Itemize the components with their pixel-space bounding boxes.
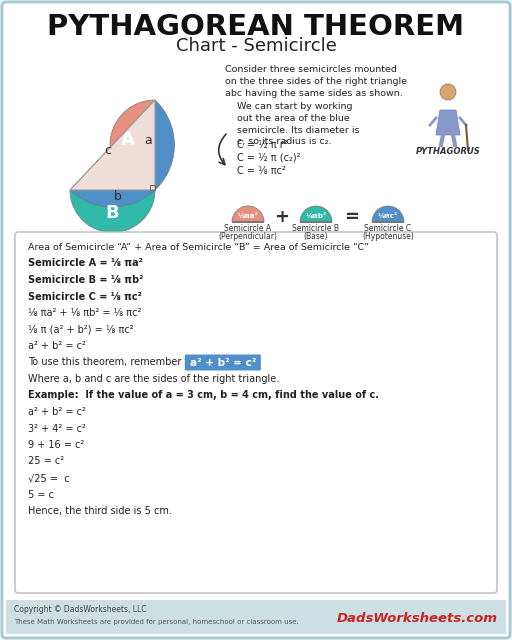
Circle shape [440, 84, 456, 100]
Text: B: B [105, 204, 119, 222]
Text: These Math Worksheets are provided for personal, homeschool or classroom use.: These Math Worksheets are provided for p… [14, 619, 298, 625]
Text: +: + [274, 208, 289, 226]
Text: Area of Semicircle “A” + Area of Semicircle “B” = Area of Semicircle “C”: Area of Semicircle “A” + Area of Semicir… [28, 243, 369, 252]
Text: √25 =  c: √25 = c [28, 473, 70, 483]
Text: DadsWorksheets.com: DadsWorksheets.com [337, 611, 498, 625]
Text: c: c [104, 143, 111, 157]
Text: ⅛ πa² + ⅛ πb² = ⅛ πc²: ⅛ πa² + ⅛ πb² = ⅛ πc² [28, 308, 141, 318]
Text: (Hypotenuse): (Hypotenuse) [362, 232, 414, 241]
Polygon shape [436, 110, 460, 135]
Text: ⅛πb²: ⅛πb² [306, 213, 327, 219]
Text: Semicircle B = ⅛ πb²: Semicircle B = ⅛ πb² [28, 275, 143, 285]
Text: 25 = c²: 25 = c² [28, 456, 64, 467]
FancyBboxPatch shape [15, 232, 497, 593]
Polygon shape [70, 100, 155, 190]
Text: b: b [114, 190, 121, 203]
Text: Semicircle C: Semicircle C [365, 224, 412, 233]
Text: To use this theorem, remember the formula: To use this theorem, remember the formul… [28, 358, 241, 367]
Text: Semicircle C = ⅛ πc²: Semicircle C = ⅛ πc² [28, 291, 142, 301]
Text: Semicircle B: Semicircle B [292, 224, 339, 233]
FancyBboxPatch shape [6, 600, 506, 634]
Text: =: = [345, 208, 359, 226]
Text: ⅛πc²: ⅛πc² [378, 213, 398, 219]
Text: Hence, the third side is 5 cm.: Hence, the third side is 5 cm. [28, 506, 172, 516]
Text: C = ½ π (c₂)²: C = ½ π (c₂)² [237, 153, 301, 163]
Text: PYTHAGORUS: PYTHAGORUS [416, 147, 480, 157]
Polygon shape [70, 190, 155, 232]
Polygon shape [300, 206, 332, 222]
Text: ⅛πa²: ⅛πa² [238, 213, 259, 219]
Text: Semicircle A = ⅛ πa²: Semicircle A = ⅛ πa² [28, 259, 143, 269]
Polygon shape [372, 206, 404, 222]
Text: (Base): (Base) [304, 232, 328, 241]
Text: We can start by working
out the area of the blue
semicircle. Its diameter is
c, : We can start by working out the area of … [237, 102, 359, 147]
Text: a² + b² = c²: a² + b² = c² [189, 358, 256, 367]
Text: C: C [86, 108, 99, 125]
Text: Example:  If the value of a = 3 cm, b = 4 cm, find the value of c.: Example: If the value of a = 3 cm, b = 4… [28, 390, 379, 401]
Text: ⅛ π (a² + b²) = ⅛ πc²: ⅛ π (a² + b²) = ⅛ πc² [28, 324, 134, 335]
Text: (Perpendicular): (Perpendicular) [219, 232, 278, 241]
Text: Where a, b and c are the sides of the right triangle.: Where a, b and c are the sides of the ri… [28, 374, 279, 384]
Text: Chart - Semicircle: Chart - Semicircle [176, 37, 336, 55]
Text: Copyright © DadsWorksheets, LLC: Copyright © DadsWorksheets, LLC [14, 605, 146, 614]
Polygon shape [70, 100, 175, 207]
Text: C = ½ π r²: C = ½ π r² [237, 140, 288, 150]
Text: a² + b² = c²: a² + b² = c² [28, 407, 86, 417]
Text: 5 = c: 5 = c [28, 490, 54, 499]
Polygon shape [232, 206, 264, 222]
Text: C = ⅛ πc²: C = ⅛ πc² [237, 166, 286, 176]
Text: A: A [121, 131, 135, 149]
Text: PYTHAGOREAN THEOREM: PYTHAGOREAN THEOREM [48, 13, 464, 41]
Text: 3² + 4² = c²: 3² + 4² = c² [28, 424, 86, 433]
Text: Semicircle A: Semicircle A [224, 224, 271, 233]
FancyBboxPatch shape [185, 355, 261, 371]
Text: a: a [144, 134, 152, 147]
Polygon shape [110, 100, 155, 190]
Text: Consider three semicircles mounted
on the three sides of the right triangle
abc : Consider three semicircles mounted on th… [225, 65, 407, 97]
Text: 9 + 16 = c²: 9 + 16 = c² [28, 440, 84, 450]
Text: a² + b² = c²: a² + b² = c² [28, 341, 86, 351]
